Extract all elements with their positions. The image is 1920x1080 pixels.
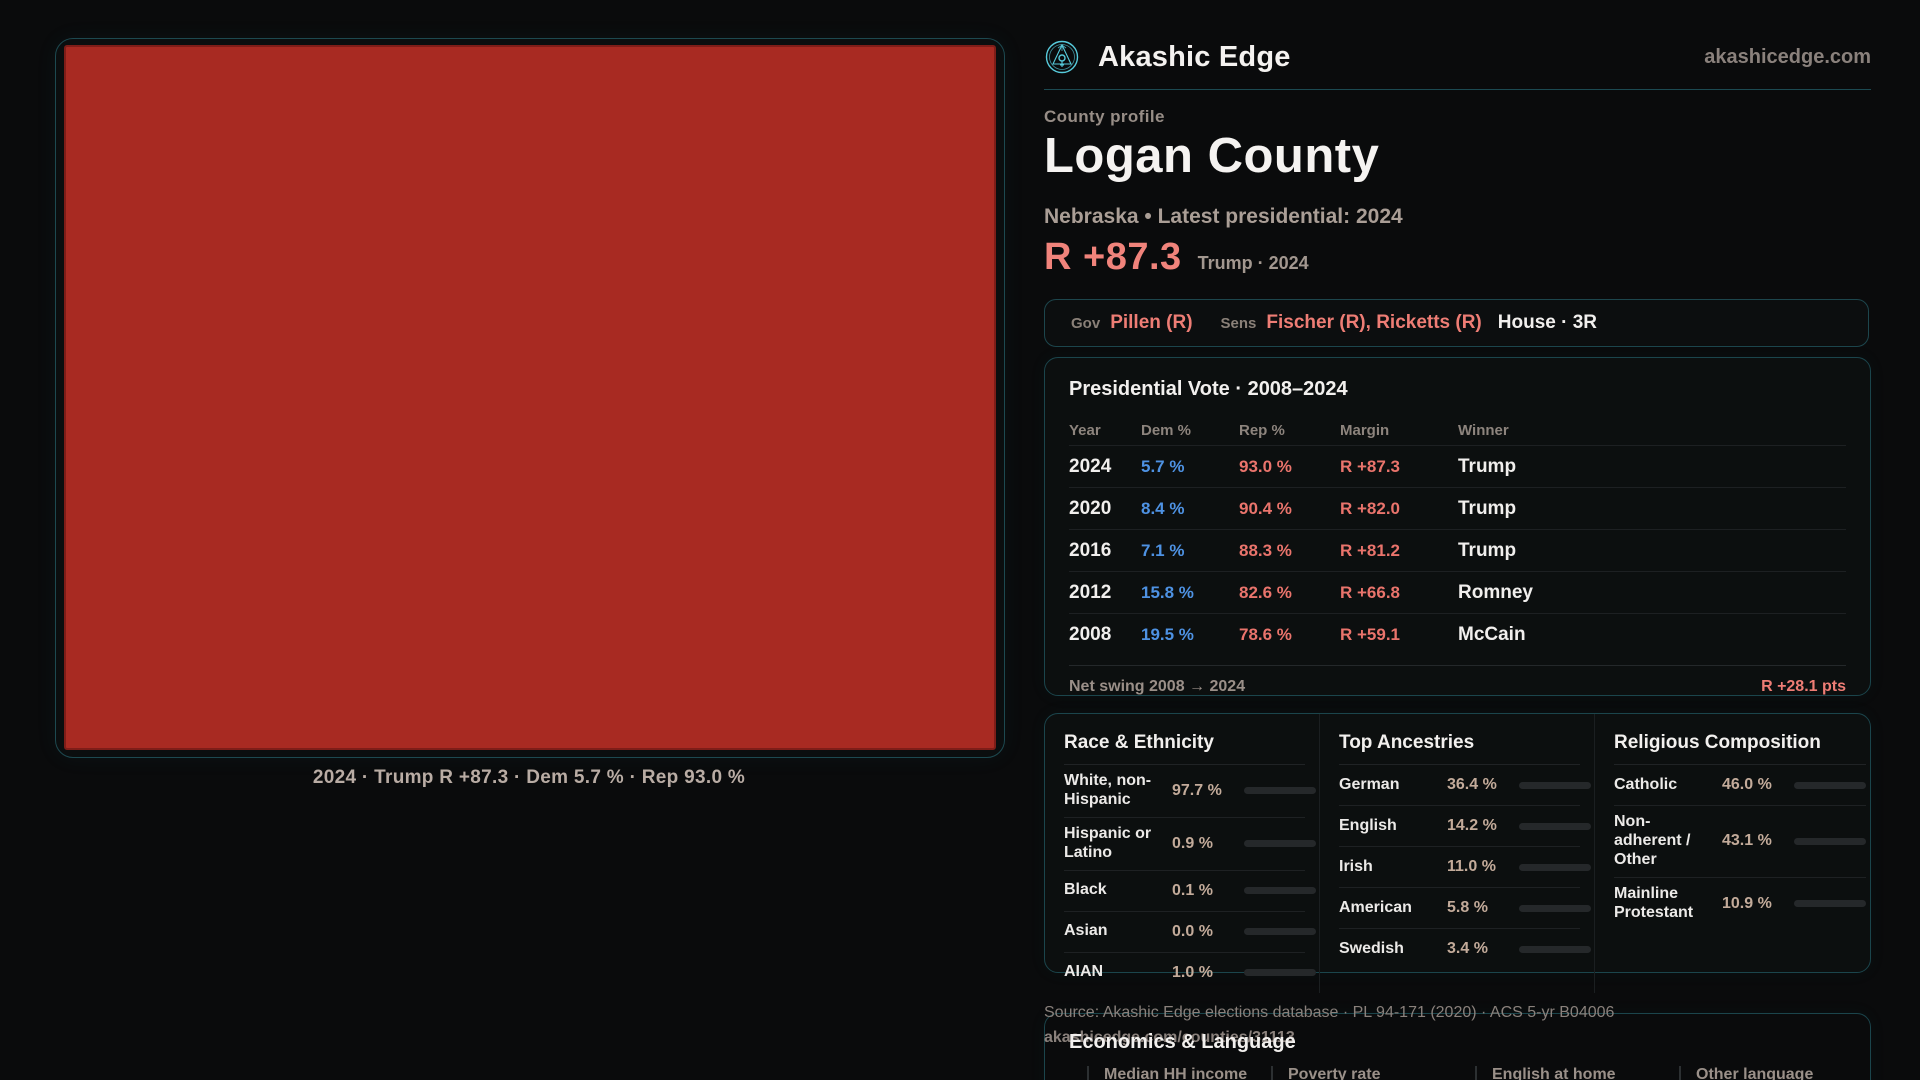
house-value: House · 3R	[1497, 312, 1598, 333]
mini-bar	[1244, 928, 1316, 935]
brand-header: Akashic Edge akashicedge.com	[1044, 36, 1871, 78]
col-winner: Winner	[1458, 421, 1509, 439]
list-item: Non-adherent / Other 43.1 %	[1614, 806, 1866, 878]
mini-bar	[1244, 840, 1316, 848]
net-swing-row: Net swing 2008 → 2024 R +28.1 pts	[1069, 665, 1846, 696]
list-item: Hispanic or Latino 0.9 %	[1064, 818, 1316, 871]
net-swing-value: R +28.1 pts	[1761, 678, 1846, 695]
net-swing-label: Net swing 2008 → 2024	[1069, 678, 1246, 695]
sens-label: Sens	[1220, 314, 1257, 332]
economics-title: Economics & Language	[1069, 1031, 1296, 1053]
map-caption: 2024 · Trump R +87.3 · Dem 5.7 % · Rep 9…	[312, 767, 746, 788]
stat-other-language: Other language 4.6 %	[1679, 1066, 1848, 1080]
list-item: German 36.4 %	[1339, 765, 1591, 806]
county-url-link[interactable]: akashicedge.com/counties/31113	[1044, 1028, 1295, 1046]
state-subtitle: Nebraska • Latest presidential: 2024	[1044, 205, 1403, 228]
mini-bar	[1244, 787, 1316, 795]
detail-panel: Akashic Edge akashicedge.com County prof…	[1044, 0, 1871, 1080]
stat-english-at-home: English at home 95.4 %	[1475, 1066, 1661, 1080]
mini-bar	[1519, 863, 1591, 871]
county-map-shape	[64, 45, 996, 750]
mini-bar	[1519, 945, 1591, 953]
race-ethnicity-section: Race & Ethnicity White, non-Hispanic 97.…	[1045, 714, 1319, 993]
akashic-edge-emblem-icon	[1045, 40, 1079, 74]
table-row: 2016 7.1 % 88.3 % R +81.2 Trump	[1069, 529, 1846, 571]
col-rep: Rep %	[1239, 421, 1285, 439]
table-row: 2012 15.8 % 82.6 % R +66.8 Romney	[1069, 571, 1846, 613]
list-item: Catholic 46.0 %	[1614, 765, 1866, 806]
list-item: White, non-Hispanic 97.7 %	[1064, 765, 1316, 818]
mini-bar	[1519, 822, 1591, 830]
headline-note: Trump · 2024	[1197, 253, 1309, 273]
mini-bar	[1519, 781, 1591, 789]
list-item: AIAN 1.0 %	[1064, 953, 1316, 993]
source-line: Source: Akashic Edge elections database …	[1044, 1004, 1615, 1021]
brand-domain-link[interactable]: akashicedge.com	[1704, 45, 1871, 68]
list-item: English 14.2 %	[1339, 806, 1591, 847]
brand-name: Akashic Edge	[1098, 40, 1291, 73]
mini-bar	[1519, 904, 1591, 912]
sens-value: Fischer (R), Ricketts (R)	[1266, 312, 1482, 333]
list-item: Swedish 3.4 %	[1339, 929, 1591, 969]
header-divider	[1044, 89, 1871, 90]
mini-bar	[1244, 887, 1316, 894]
table-row: 2020 8.4 % 90.4 % R +82.0 Trump	[1069, 487, 1846, 529]
county-map-card	[55, 38, 1005, 758]
economics-card: Economics & Language Median HH income $7…	[1044, 1013, 1871, 1080]
presidential-vote-table: Year Dem % Rep % Margin Winner 2024 5.7 …	[1069, 415, 1846, 696]
col-dem: Dem %	[1141, 421, 1192, 439]
religion-title: Religious Composition	[1614, 732, 1866, 765]
mini-bar	[1794, 781, 1866, 789]
headline-margin: R +87.3	[1044, 236, 1182, 278]
stat-poverty-rate: Poverty rate 10.5 %	[1271, 1066, 1457, 1080]
economics-stats: Median HH income $77,125 Poverty rate 10…	[1069, 1066, 1848, 1080]
kicker: County profile	[1044, 107, 1165, 126]
gov-label: Gov	[1071, 314, 1101, 332]
stat-median-income: Median HH income $77,125	[1087, 1066, 1253, 1080]
mini-bar	[1244, 969, 1316, 976]
presidential-vote-card: Presidential Vote · 2008–2024 Year Dem %…	[1044, 357, 1871, 696]
list-item: American 5.8 %	[1339, 888, 1591, 929]
ancestries-section: Top Ancestries German 36.4 % English 14.…	[1319, 714, 1594, 993]
religion-section: Religious Composition Catholic 46.0 % No…	[1594, 714, 1880, 993]
mini-bar	[1794, 900, 1866, 907]
list-item: Asian 0.0 %	[1064, 912, 1316, 953]
source-footer: Source: Akashic Edge elections database …	[1044, 1001, 1871, 1051]
col-year: Year	[1069, 421, 1101, 439]
demographics-card: Race & Ethnicity White, non-Hispanic 97.…	[1044, 713, 1871, 993]
presidential-vote-title: Presidential Vote · 2008–2024	[1069, 378, 1348, 400]
table-row: 2008 19.5 % 78.6 % R +59.1 McCain	[1069, 613, 1846, 655]
officials-bar: Gov Pillen (R) Sens Fischer (R), Rickett…	[1044, 299, 1869, 347]
headline-margin-row: R +87.3 Trump · 2024	[1044, 236, 1309, 279]
col-margin: Margin	[1340, 421, 1390, 439]
gov-value: Pillen (R)	[1110, 312, 1193, 333]
table-header: Year Dem % Rep % Margin Winner	[1069, 415, 1846, 445]
mini-bar	[1794, 837, 1866, 845]
race-ethnicity-title: Race & Ethnicity	[1064, 732, 1305, 765]
table-row: 2024 5.7 % 93.0 % R +87.3 Trump	[1069, 445, 1846, 487]
list-item: Mainline Protestant 10.9 %	[1614, 878, 1866, 930]
page-title: Logan County	[1044, 129, 1380, 183]
list-item: Black 0.1 %	[1064, 871, 1316, 912]
list-item: Irish 11.0 %	[1339, 847, 1591, 888]
ancestries-title: Top Ancestries	[1339, 732, 1580, 765]
